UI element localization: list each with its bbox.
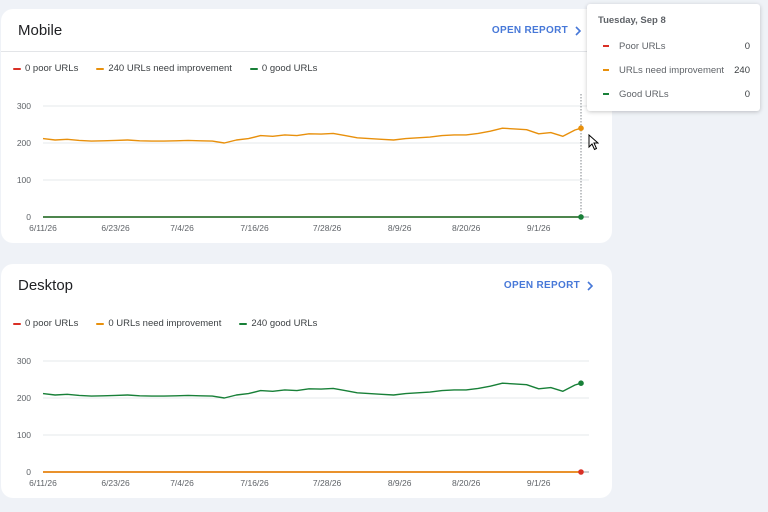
tooltip-row-label: Good URLs [619, 88, 669, 100]
x-tick-label: 6/23/26 [101, 478, 130, 488]
x-tick-label: 9/1/26 [527, 223, 551, 233]
x-tick-label: 6/11/26 [29, 478, 57, 488]
y-tick-label: 0 [26, 212, 31, 222]
x-tick-label: 7/28/26 [313, 478, 342, 488]
data-point-marker [578, 380, 584, 386]
mobile-open-report-link[interactable]: OPEN REPORT [492, 25, 582, 36]
x-tick-label: 6/23/26 [101, 223, 130, 233]
chevron-right-icon [575, 25, 582, 36]
data-point-marker [578, 469, 584, 475]
tooltip-row-value: 0 [744, 88, 750, 100]
x-tick-label: 8/20/26 [452, 478, 481, 488]
tooltip-good-swatch [603, 93, 609, 95]
mobile-card: Mobile OPEN REPORT 0 poor URLs 240 URLs … [1, 9, 612, 243]
series-line-good-urls [42, 382, 582, 399]
legend-poor-label: 0 poor URLs [25, 318, 79, 329]
legend-needs-improvement[interactable]: 0 URLs need improvement [96, 318, 221, 329]
tooltip-row-value: 240 [734, 64, 750, 76]
mouse-pointer-icon [588, 134, 599, 151]
x-tick-label: 9/1/26 [527, 478, 551, 488]
legend-poor[interactable]: 0 poor URLs [13, 63, 78, 74]
desktop-open-report-link[interactable]: OPEN REPORT [504, 280, 594, 291]
legend-good[interactable]: 240 good URLs [239, 318, 317, 329]
y-tick-label: 300 [17, 356, 31, 366]
y-tick-label: 300 [17, 101, 31, 111]
header-divider [1, 51, 612, 52]
hover-tooltip: Tuesday, Sep 8 Poor URLs 0 URLs need imp… [587, 4, 760, 111]
legend-good[interactable]: 0 good URLs [249, 63, 318, 74]
legend-needs-improvement-swatch [96, 67, 105, 70]
x-tick-label: 7/28/26 [313, 223, 342, 233]
tooltip-row-label: URLs need improvement [619, 64, 725, 76]
desktop-legend: 0 poor URLs 0 URLs need improvement 240 … [13, 318, 335, 329]
legend-good-label: 240 good URLs [251, 318, 318, 329]
tooltip-row-needs-improvement: URLs need improvement 240 [603, 63, 750, 77]
legend-poor-swatch [13, 322, 21, 325]
x-tick-label: 7/4/26 [170, 478, 194, 488]
tooltip-row-label: Poor URLs [619, 40, 666, 52]
y-tick-label: 100 [17, 430, 31, 440]
legend-poor[interactable]: 0 poor URLs [13, 318, 78, 329]
legend-good-swatch [249, 67, 258, 70]
tooltip-poor-swatch [603, 45, 609, 47]
open-report-label: OPEN REPORT [503, 280, 580, 291]
legend-good-label: 0 good URLs [261, 63, 318, 74]
x-tick-label: 7/4/26 [170, 223, 194, 233]
x-tick-label: 7/16/26 [240, 223, 269, 233]
data-point-marker [578, 125, 584, 131]
legend-needs-improvement-swatch [96, 322, 105, 325]
y-tick-label: 100 [17, 175, 31, 185]
legend-needs-improvement[interactable]: 240 URLs need improvement [96, 63, 232, 74]
tooltip-date: Tuesday, Sep 8 [598, 15, 666, 26]
desktop-card: Desktop OPEN REPORT 0 poor URLs 0 URLs n… [1, 264, 612, 498]
legend-needs-improvement-label: 240 URLs need improvement [108, 63, 232, 74]
tooltip-row-value: 0 [744, 40, 750, 52]
desktop-chart[interactable]: 300 200 100 06/11/26 6/23/26 7/4/26 7/16/26 7/2… [1, 339, 612, 489]
tooltip-row-poor: Poor URLs 0 [603, 39, 750, 53]
x-tick-label: 7/16/26 [240, 478, 269, 488]
legend-poor-label: 0 poor URLs [25, 63, 79, 74]
mobile-legend: 0 poor URLs 240 URLs need improvement 0 … [13, 63, 335, 74]
tooltip-needs-improvement-swatch [603, 69, 609, 71]
x-tick-label: 8/9/26 [388, 478, 412, 488]
desktop-title: Desktop [18, 277, 74, 294]
y-tick-label: 200 [17, 138, 31, 148]
tooltip-row-good: Good URLs 0 [603, 87, 750, 101]
x-tick-label: 8/20/26 [452, 223, 481, 233]
open-report-label: OPEN REPORT [491, 25, 568, 36]
mobile-chart[interactable]: 300 200 100 06/11/26 6/23/26 7/4/26 7/16/26 7/2… [1, 84, 612, 234]
mobile-title: Mobile [18, 22, 63, 39]
y-tick-label: 0 [26, 467, 31, 477]
legend-good-swatch [239, 322, 248, 325]
data-point-marker [578, 214, 584, 220]
y-tick-label: 200 [17, 393, 31, 403]
chevron-right-icon [587, 280, 594, 291]
x-tick-label: 8/9/26 [388, 223, 412, 233]
legend-poor-swatch [13, 67, 21, 70]
legend-needs-improvement-label: 0 URLs need improvement [108, 318, 222, 329]
x-tick-label: 6/11/26 [29, 223, 57, 233]
series-line-urls-need-improvement [42, 127, 582, 144]
